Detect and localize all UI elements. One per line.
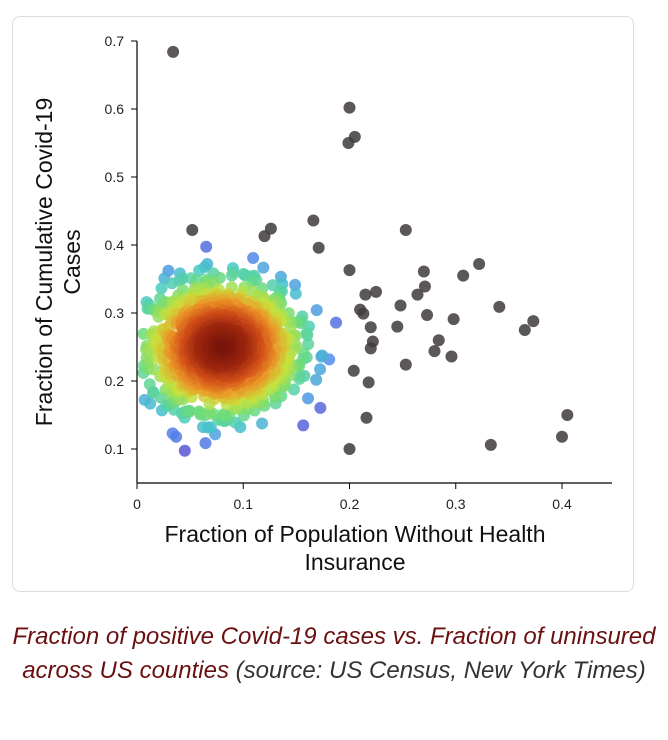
outlier-point bbox=[343, 264, 356, 277]
cluster-point bbox=[315, 350, 328, 363]
cluster-point bbox=[193, 405, 206, 418]
outlier-point bbox=[418, 280, 431, 293]
cluster-point bbox=[155, 282, 168, 295]
outlier-point bbox=[394, 299, 407, 312]
x-axis-title-line-1: Fraction of Population Without Health bbox=[165, 521, 546, 547]
outlier-point bbox=[447, 313, 460, 326]
outlier-point bbox=[307, 214, 320, 227]
cluster-point bbox=[314, 363, 327, 376]
cluster-point bbox=[289, 278, 302, 291]
outlier-point bbox=[556, 430, 568, 443]
y-tick-label: 0.2 bbox=[105, 373, 125, 389]
outlier-point bbox=[391, 320, 404, 333]
outlier-point bbox=[167, 45, 180, 58]
outlier-point bbox=[473, 258, 486, 271]
axes bbox=[136, 41, 612, 484]
outlier-point bbox=[360, 411, 373, 424]
cluster-point bbox=[300, 327, 313, 340]
outlier-point bbox=[493, 300, 506, 313]
outlier-point bbox=[428, 345, 441, 358]
cluster-point bbox=[173, 274, 186, 287]
cluster-point bbox=[143, 378, 156, 391]
outlier-point bbox=[342, 137, 355, 149]
outlier-point bbox=[359, 288, 372, 301]
outlier-point bbox=[518, 324, 531, 336]
x-tick-label: 0.3 bbox=[446, 496, 466, 512]
x-tick-label: 0 bbox=[133, 496, 141, 512]
outlier-point bbox=[561, 409, 574, 421]
cluster-point bbox=[247, 251, 260, 264]
x-tick-label: 0.1 bbox=[234, 496, 254, 512]
cluster-point bbox=[297, 419, 310, 432]
cluster-point bbox=[310, 304, 323, 317]
x-axis-title-line-2: Insurance bbox=[304, 549, 405, 575]
cluster-point bbox=[200, 240, 213, 253]
outlier-point bbox=[411, 288, 424, 301]
y-axis-title-line-2: Cases bbox=[59, 229, 85, 294]
outlier-point bbox=[347, 364, 360, 377]
x-ticks: 0 0.1 0.2 0.3 0.4 bbox=[133, 483, 572, 512]
y-tick-label: 0.7 bbox=[105, 33, 125, 49]
y-ticks: 0.1 0.2 0.3 0.4 0.5 0.6 0.7 bbox=[105, 33, 137, 457]
outlier-point bbox=[484, 438, 497, 451]
cluster-point bbox=[289, 287, 302, 300]
outlier-point bbox=[186, 224, 199, 237]
cluster-point bbox=[166, 427, 179, 440]
x-tick-label: 0.4 bbox=[552, 496, 572, 512]
y-tick-label: 0.6 bbox=[105, 101, 125, 117]
cluster-point bbox=[302, 338, 315, 351]
cluster-point bbox=[310, 373, 323, 386]
outlier-point bbox=[399, 224, 412, 237]
cluster-point bbox=[193, 264, 206, 277]
cluster-point bbox=[204, 421, 217, 434]
outlier-point bbox=[399, 358, 412, 371]
chart-card bbox=[12, 16, 634, 592]
outlier-point bbox=[417, 265, 430, 278]
cluster-point bbox=[183, 404, 196, 417]
outlier-point bbox=[343, 443, 356, 455]
caption-main: Fraction of positive Covid-19 cases vs. … bbox=[12, 623, 656, 684]
outlier-point bbox=[457, 269, 470, 282]
cluster-point bbox=[178, 444, 191, 457]
outlier-point bbox=[445, 350, 458, 363]
y-tick-label: 0.5 bbox=[105, 169, 125, 185]
outlier-point bbox=[362, 376, 375, 389]
cluster-point bbox=[287, 383, 300, 396]
cluster-point bbox=[257, 261, 270, 274]
cluster-point bbox=[302, 392, 315, 405]
cluster-point bbox=[199, 437, 212, 450]
scatter-chart: 0.1 0.2 0.3 0.4 0.5 0.6 0.7 0 0.1 0.2 0.3 0.4 Frac… bbox=[31, 33, 612, 575]
data-points bbox=[137, 45, 574, 457]
outlier-point bbox=[527, 315, 540, 328]
outlier-point bbox=[421, 309, 434, 322]
outlier-point bbox=[370, 285, 383, 298]
y-tick-label: 0.1 bbox=[105, 441, 125, 457]
cluster-point bbox=[217, 408, 230, 421]
cluster-point bbox=[215, 340, 228, 353]
figure-caption: Fraction of positive Covid-19 cases vs. … bbox=[12, 620, 656, 688]
outlier-point bbox=[343, 101, 356, 114]
cluster-point bbox=[314, 401, 327, 414]
caption-source: (source: US Census, New York Times) bbox=[235, 657, 646, 684]
outlier-point bbox=[364, 342, 377, 355]
outlier-point bbox=[258, 230, 271, 243]
x-tick-label: 0.2 bbox=[340, 496, 360, 512]
cluster-point bbox=[144, 397, 157, 410]
cluster-point bbox=[293, 370, 306, 383]
cluster-point bbox=[330, 316, 343, 329]
outlier-point bbox=[312, 241, 325, 254]
y-tick-label: 0.3 bbox=[105, 305, 125, 321]
outlier-point bbox=[364, 321, 377, 334]
outlier-point bbox=[432, 334, 445, 347]
cluster-point bbox=[225, 269, 238, 282]
y-tick-label: 0.4 bbox=[105, 237, 125, 253]
outlier-point bbox=[357, 307, 370, 320]
y-axis-title-line-1: Fraction of Cumulative Covid-19 bbox=[31, 98, 57, 427]
cluster-point bbox=[256, 417, 269, 430]
